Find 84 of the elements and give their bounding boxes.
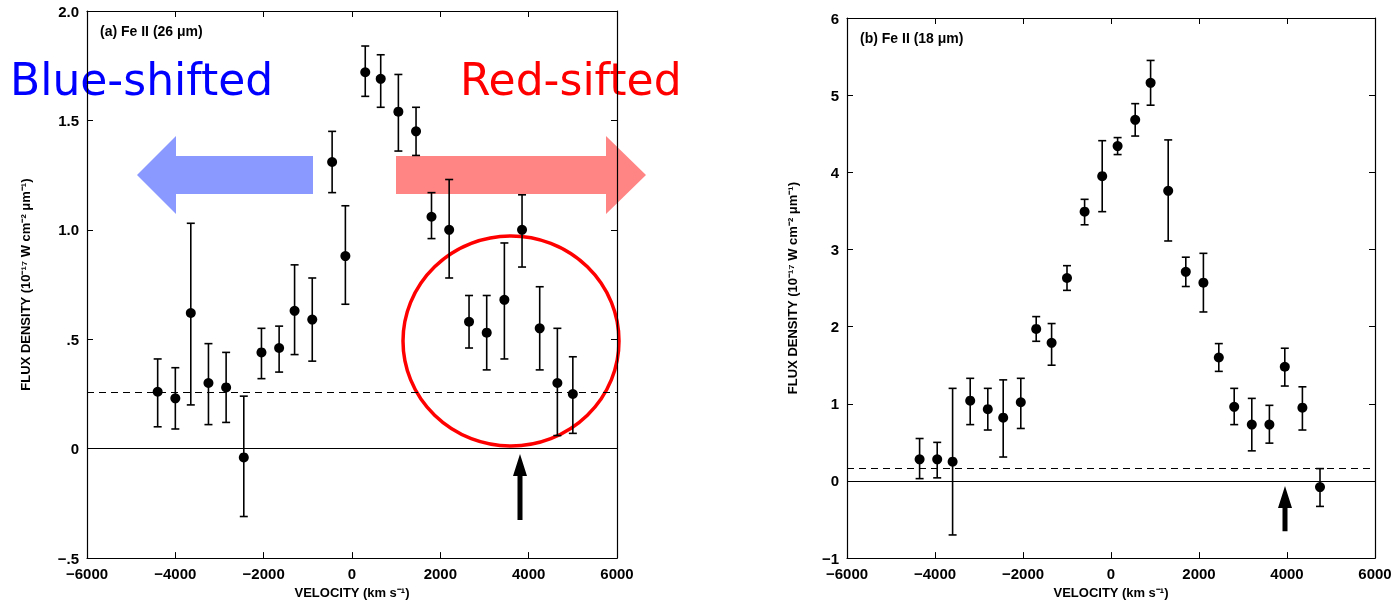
x-tick-label: −2000 [1001,565,1045,583]
x-tick-label: −6000 [825,565,869,583]
point [274,343,285,354]
point [932,454,943,465]
point [375,73,386,84]
point [1297,402,1308,413]
point [567,388,578,399]
x-axis-title: VELOCITY (km s⁻¹) [294,585,410,600]
point [1315,482,1325,493]
y-tick-label: 4 [830,163,840,181]
point [1264,419,1275,430]
point [481,327,492,338]
x-tick-label: −6000 [65,565,109,583]
point [238,452,249,463]
point [1279,361,1290,372]
point [289,305,300,316]
y-axis-title: FLUX DENSITY (10⁻¹⁷ W cm⁻² μm⁻¹) [18,178,33,391]
x-tick-label: −4000 [913,565,957,583]
point [360,67,371,78]
point [411,126,422,137]
x-tick-label: −4000 [154,565,197,583]
point [1145,77,1156,88]
point [1097,171,1108,182]
x-tick-label: 2000 [423,565,458,583]
point [464,316,475,327]
point [327,157,338,167]
point [152,386,163,397]
y-tick-label: 6 [830,9,839,27]
point [1046,337,1057,348]
point [1229,401,1240,412]
x-tick-label: 2000 [1182,565,1216,583]
x-tick-label: 4000 [511,565,546,583]
x-tick-label: 0 [1106,565,1116,583]
y-tick-label: .5 [66,330,79,348]
point [444,224,455,235]
y-tick-label: 2.0 [58,2,79,20]
y-tick-label: 3 [830,240,839,258]
y-tick-label: 0 [70,440,79,458]
point [1112,141,1123,152]
point [1031,323,1042,334]
point [1213,352,1224,363]
y-axis-title: FLUX DENSITY (10⁻¹⁷ W cm⁻² μm⁻¹) [785,181,800,395]
point [307,314,318,325]
point [203,378,214,389]
y-tick-label: 1.0 [58,221,79,239]
point [426,211,437,222]
point [982,404,993,415]
x-axis-title: VELOCITY (km s⁻¹) [1053,585,1169,600]
point [1015,397,1026,408]
point [998,412,1009,423]
point [340,251,351,262]
point [517,224,528,235]
point [1062,273,1072,284]
y-tick-label: −1 [821,549,839,567]
x-tick-label: 6000 [600,565,634,583]
x-tick-label: 4000 [1270,565,1304,583]
y-tick-label: 0 [830,472,839,490]
point [1079,206,1090,217]
y-tick-label: 1.5 [58,111,79,129]
point [170,393,181,404]
text: (b) Fe II (18 μm) [860,30,964,46]
point [221,382,232,393]
point [185,308,196,318]
point [534,323,545,334]
point [1163,185,1174,196]
point [965,395,976,406]
y-tick-label: 2 [830,318,839,336]
x-tick-label: −2000 [242,565,285,583]
point [1130,114,1141,125]
point [1246,419,1257,430]
point [256,347,267,358]
point [393,106,404,117]
y-tick-label: 1 [830,395,839,413]
y-tick-label: 5 [830,86,839,104]
point [552,378,563,389]
point [1180,266,1191,277]
text: (a) Fe II (26 μm) [100,23,203,39]
point [947,456,958,467]
point [499,294,510,305]
x-tick-label: 6000 [1358,565,1392,583]
x-tick-label: 0 [347,565,357,583]
point [1198,277,1209,288]
point [914,454,925,465]
y-tick-label: −.5 [57,549,79,567]
